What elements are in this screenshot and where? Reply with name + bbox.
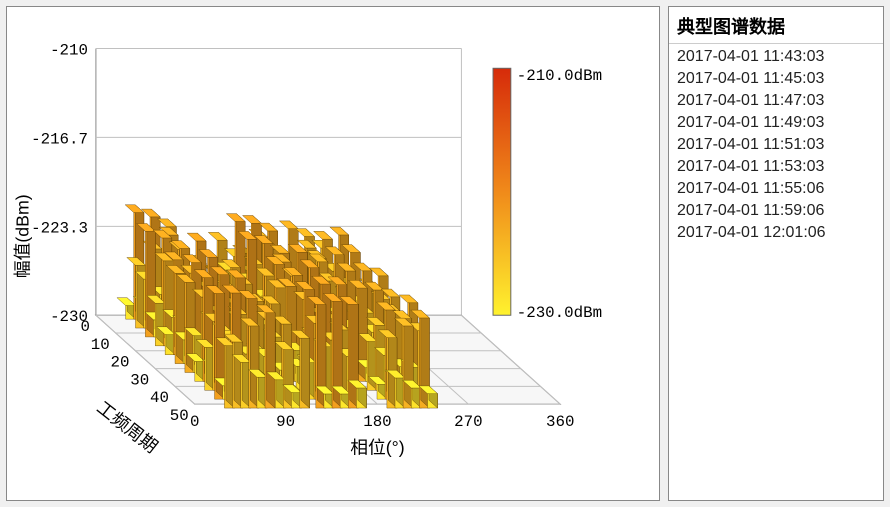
svg-text:90: 90	[276, 413, 295, 431]
svg-text:-210: -210	[50, 41, 88, 59]
z-axis-label: 幅值(dBm)	[13, 194, 33, 278]
svg-text:50: 50	[170, 407, 189, 425]
list-item[interactable]: 2017-04-01 11:55:06	[669, 178, 883, 200]
svg-text:0: 0	[80, 318, 89, 336]
svg-text:-230.0dBm: -230.0dBm	[517, 304, 602, 322]
x-axis-ticks: 0 90 180 270 360	[190, 413, 574, 431]
z-axis-ticks: -210 -216.7 -223.3 -230	[31, 41, 88, 326]
list-item[interactable]: 2017-04-01 11:47:03	[669, 90, 883, 112]
x-axis-label: 相位(°)	[350, 438, 404, 458]
svg-text:-216.7: -216.7	[31, 130, 88, 148]
svg-text:30: 30	[130, 371, 149, 389]
svg-text:10: 10	[91, 336, 110, 354]
list-item[interactable]: 2017-04-01 12:01:06	[669, 222, 883, 244]
svg-text:270: 270	[454, 413, 482, 431]
svg-text:-210.0dBm: -210.0dBm	[517, 67, 602, 85]
data-list-panel: 典型图谱数据 2017-04-01 11:43:032017-04-01 11:…	[668, 6, 884, 501]
app-container: -210 -216.7 -223.3 -230 幅值(dBm) 0 10 20 …	[0, 0, 890, 507]
svg-text:20: 20	[111, 354, 130, 372]
list-item[interactable]: 2017-04-01 11:53:03	[669, 156, 883, 178]
svg-text:0: 0	[190, 413, 199, 431]
list-item[interactable]: 2017-04-01 11:45:03	[669, 68, 883, 90]
list-item[interactable]: 2017-04-01 11:59:06	[669, 200, 883, 222]
svg-text:-223.3: -223.3	[31, 219, 88, 237]
colorbar: -210.0dBm -230.0dBm	[493, 67, 602, 322]
list-item[interactable]: 2017-04-01 11:43:03	[669, 46, 883, 68]
prpd-3d-chart: -210 -216.7 -223.3 -230 幅值(dBm) 0 10 20 …	[7, 7, 659, 500]
list-item[interactable]: 2017-04-01 11:51:03	[669, 134, 883, 156]
list-item[interactable]: 2017-04-01 11:49:03	[669, 112, 883, 134]
chart-panel: -210 -216.7 -223.3 -230 幅值(dBm) 0 10 20 …	[6, 6, 660, 501]
data-list: 2017-04-01 11:43:032017-04-01 11:45:0320…	[669, 44, 883, 500]
svg-text:360: 360	[546, 413, 574, 431]
data-list-title: 典型图谱数据	[669, 7, 883, 44]
svg-text:40: 40	[150, 389, 169, 407]
svg-text:180: 180	[363, 413, 391, 431]
